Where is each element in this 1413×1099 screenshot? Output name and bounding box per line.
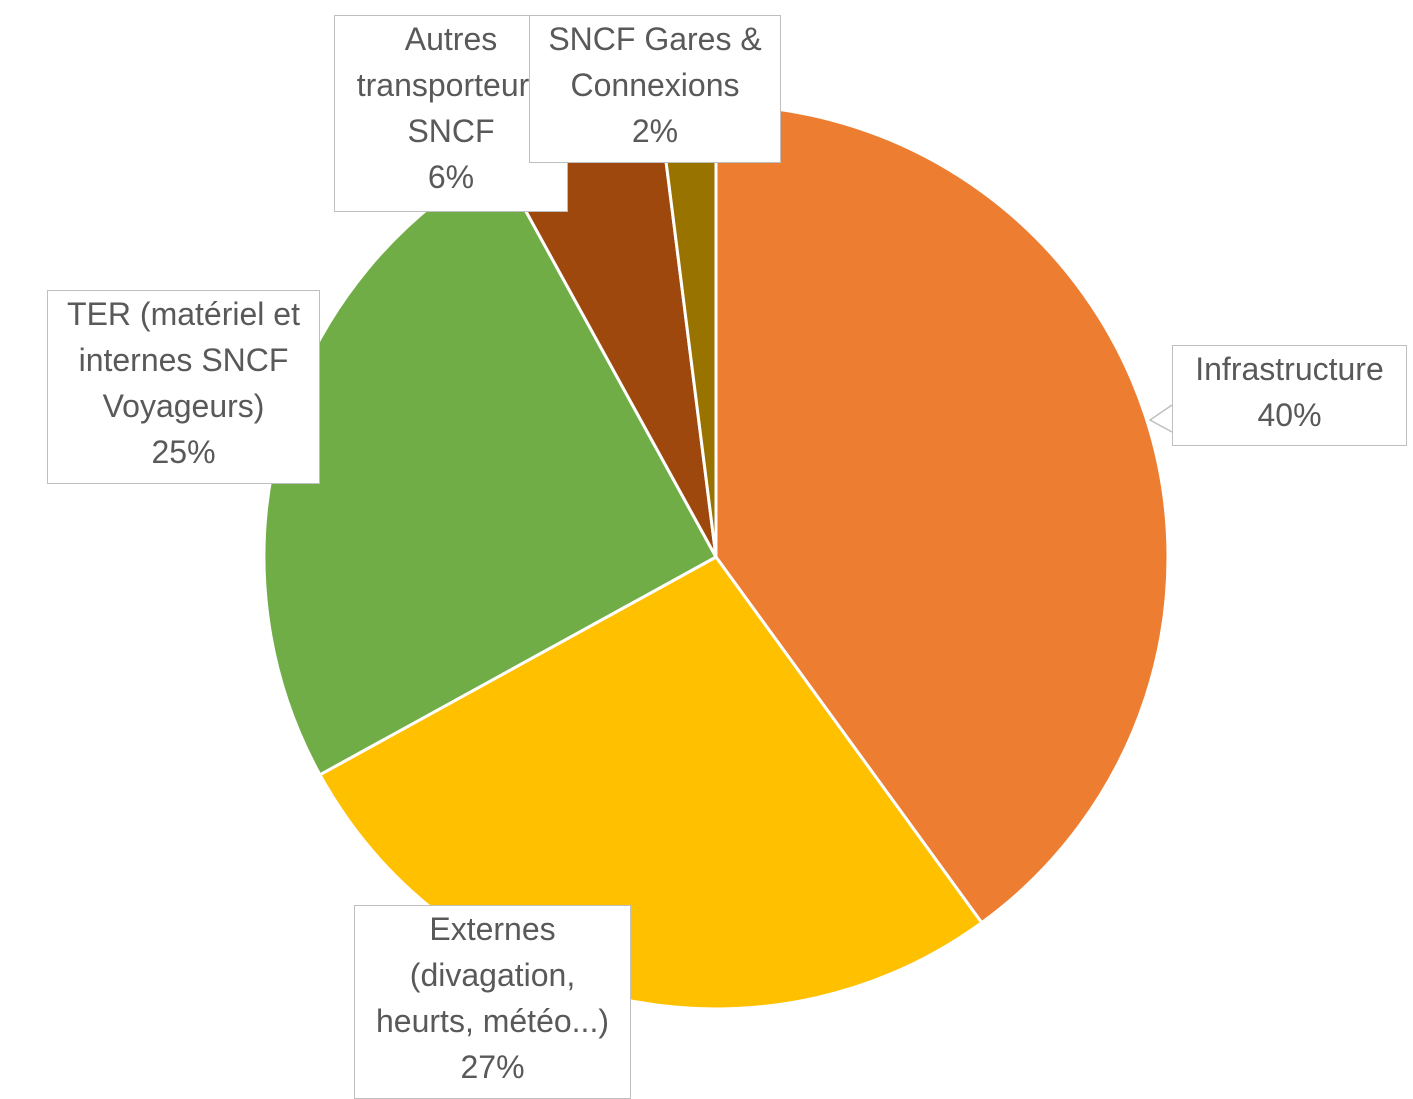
value-label: 2% <box>631 113 679 149</box>
category-label: TER (matériel et internes SNCF Voyageurs… <box>67 296 300 424</box>
data-label: Externes (divagation, heurts, météo...) 2… <box>354 905 631 1099</box>
category-label: Externes (divagation, heurts, météo...) <box>376 911 609 1039</box>
value-label: 6% <box>427 159 475 195</box>
category-label: SNCF Gares & Connexions <box>548 21 762 103</box>
value-label: 27% <box>460 1049 525 1085</box>
data-label: Infrastructure 40% <box>1172 345 1407 446</box>
category-label: Autres transporteurs SNCF <box>356 21 546 149</box>
pie-slice <box>714 103 1170 925</box>
data-label: TER (matériel et internes SNCF Voyageurs… <box>47 290 320 484</box>
category-label: Infrastructure <box>1195 351 1384 387</box>
data-label: SNCF Gares & Connexions 2% <box>529 15 781 163</box>
value-label: 25% <box>151 434 216 470</box>
callout-pointer <box>1148 404 1173 433</box>
value-label: 40% <box>1257 397 1322 433</box>
